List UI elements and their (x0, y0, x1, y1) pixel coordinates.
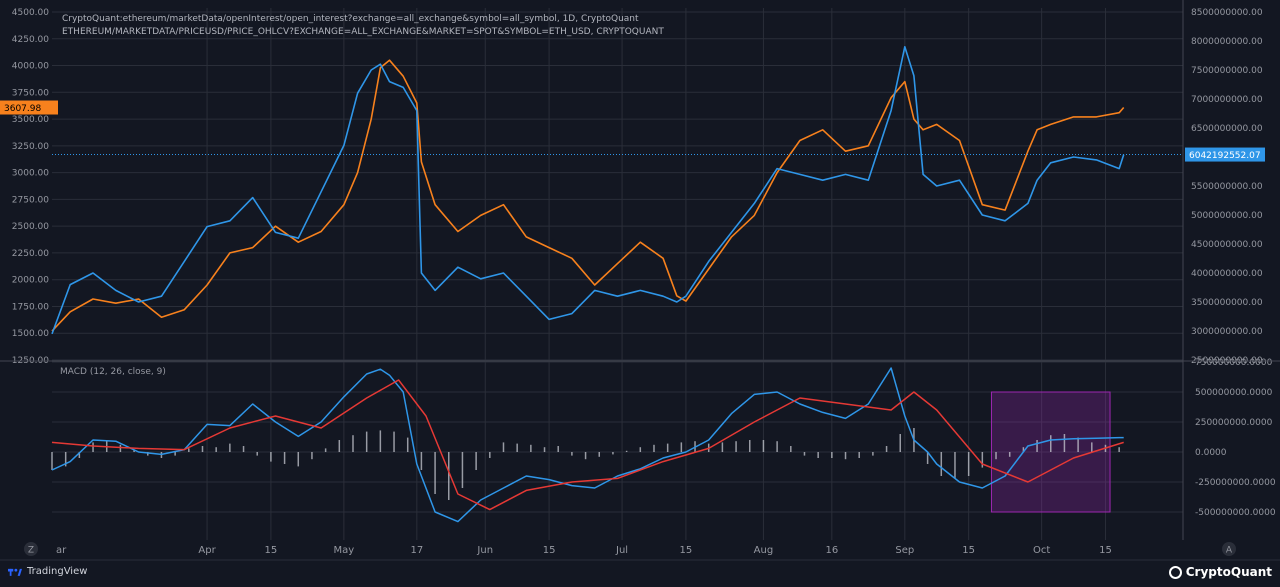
macd-tick-label: -500000000.0000 (1195, 508, 1276, 518)
left-tick-label: 3250.00 (12, 142, 49, 152)
oi-badge-label: 6042192552.07 (1189, 151, 1261, 161)
macd-tick-label: 0.0000 (1195, 448, 1227, 458)
right-tick-label: 5000000000.00 (1191, 211, 1263, 221)
signal-line (51, 379, 1124, 511)
x-tick-label: 15 (265, 545, 278, 556)
right-tick-label: 6500000000.00 (1191, 124, 1263, 134)
left-tick-label: 1500.00 (12, 329, 49, 339)
price-badge-label: 3607.98 (4, 104, 41, 114)
right-tick-label: 8000000000.00 (1191, 37, 1263, 47)
right-tick-label: 7500000000.00 (1191, 66, 1263, 76)
left-tick-label: 4000.00 (12, 62, 49, 72)
x-tick-label: May (334, 545, 355, 556)
cryptoquant-text: CryptoQuant (1185, 565, 1272, 579)
left-tick-label: 2000.00 (12, 276, 49, 286)
right-tick-label: 5500000000.00 (1191, 182, 1263, 192)
x-tick-label: 15 (543, 545, 556, 556)
x-tick-label: Sep (895, 545, 914, 556)
legend-eth-price: ETHEREUM/MARKETDATA/PRICEUSD/PRICE_OHLCV… (62, 27, 664, 37)
right-tick-label: 8500000000.00 (1191, 8, 1263, 18)
x-tick-label: 15 (962, 545, 975, 556)
right-tick-label: 4500000000.00 (1191, 240, 1263, 250)
x-tick-label: Apr (198, 545, 216, 556)
legend-open-interest: CryptoQuant:ethereum/marketData/openInte… (62, 14, 639, 24)
left-tick-label: 4500.00 (12, 8, 49, 18)
x-tick-label: Oct (1033, 545, 1050, 556)
left-tick-label: 2500.00 (12, 222, 49, 232)
left-tick-label: 3000.00 (12, 169, 49, 179)
price-line (51, 59, 1125, 332)
left-tick-label: 4250.00 (12, 35, 49, 45)
x-tick-label: 17 (410, 545, 423, 556)
auto-scale-button[interactable] (1222, 542, 1236, 556)
left-tick-label: 3750.00 (12, 88, 49, 98)
tradingview-logo[interactable]: TradingView (8, 566, 87, 577)
right-tick-label: 7000000000.00 (1191, 95, 1263, 105)
macd-tick-label: 750000000.0000 (1195, 358, 1273, 368)
x-tick-label: Jun (476, 545, 493, 556)
footer-bar (0, 560, 1280, 587)
open-interest-line (51, 46, 1125, 335)
x-tick-label: Aug (754, 545, 774, 556)
right-tick-label: 3000000000.00 (1191, 327, 1263, 337)
right-tick-label: 4000000000.00 (1191, 269, 1263, 279)
auto-scale-button-label: A (1226, 546, 1233, 556)
left-tick-label: 2750.00 (12, 195, 49, 205)
left-tick-label: 1750.00 (12, 302, 49, 312)
left-tick-label: 3500.00 (12, 115, 49, 125)
tradingview-mark-icon (8, 568, 22, 576)
macd-line (51, 367, 1124, 523)
right-tick-label: 3500000000.00 (1191, 298, 1263, 308)
price-badge (0, 100, 58, 115)
left-tick-label: 2250.00 (12, 249, 49, 259)
macd-label: MACD (12, 26, close, 9) (60, 367, 166, 377)
x-tick-label: 15 (1099, 545, 1112, 556)
x-tick-label: Jul (615, 545, 628, 556)
x-tick-label-partial: ar (56, 545, 67, 556)
zoom-button-label: Z (28, 546, 34, 556)
oi-badge (1185, 147, 1265, 162)
cryptoquant-mark-icon (1168, 565, 1182, 579)
cryptoquant-logo[interactable]: CryptoQuant (1168, 565, 1272, 579)
macd-tick-label: 250000000.0000 (1195, 418, 1273, 428)
zoom-button[interactable] (24, 542, 38, 556)
tradingview-text: TradingView (27, 566, 88, 577)
macd-tick-label: -250000000.0000 (1195, 478, 1276, 488)
x-tick-label: 16 (825, 545, 838, 556)
x-tick-label: 15 (680, 545, 693, 556)
macd-tick-label: 500000000.0000 (1195, 388, 1273, 398)
